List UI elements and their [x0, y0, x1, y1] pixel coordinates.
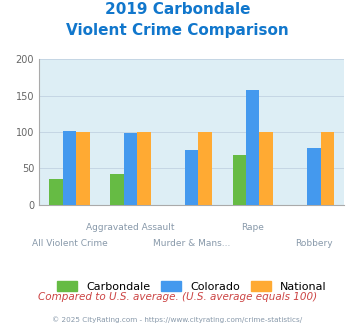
Bar — [260, 132, 273, 205]
Text: Rape: Rape — [241, 223, 264, 232]
Text: Aggravated Assault: Aggravated Assault — [86, 223, 175, 232]
Bar — [49, 179, 63, 205]
Bar — [185, 150, 198, 205]
Text: Murder & Mans...: Murder & Mans... — [153, 239, 230, 248]
Bar — [307, 148, 321, 205]
Bar — [124, 133, 137, 205]
Bar — [198, 132, 212, 205]
Text: All Violent Crime: All Violent Crime — [32, 239, 108, 248]
Bar — [63, 131, 76, 205]
Text: © 2025 CityRating.com - https://www.cityrating.com/crime-statistics/: © 2025 CityRating.com - https://www.city… — [53, 317, 302, 323]
Bar — [110, 174, 124, 205]
Text: 2019 Carbondale: 2019 Carbondale — [105, 2, 250, 16]
Bar — [76, 132, 90, 205]
Bar — [233, 154, 246, 205]
Bar — [246, 90, 260, 205]
Text: Violent Crime Comparison: Violent Crime Comparison — [66, 23, 289, 38]
Bar — [137, 132, 151, 205]
Legend: Carbondale, Colorado, National: Carbondale, Colorado, National — [53, 277, 331, 297]
Text: Robbery: Robbery — [295, 239, 333, 248]
Bar — [321, 132, 334, 205]
Text: Compared to U.S. average. (U.S. average equals 100): Compared to U.S. average. (U.S. average … — [38, 292, 317, 302]
